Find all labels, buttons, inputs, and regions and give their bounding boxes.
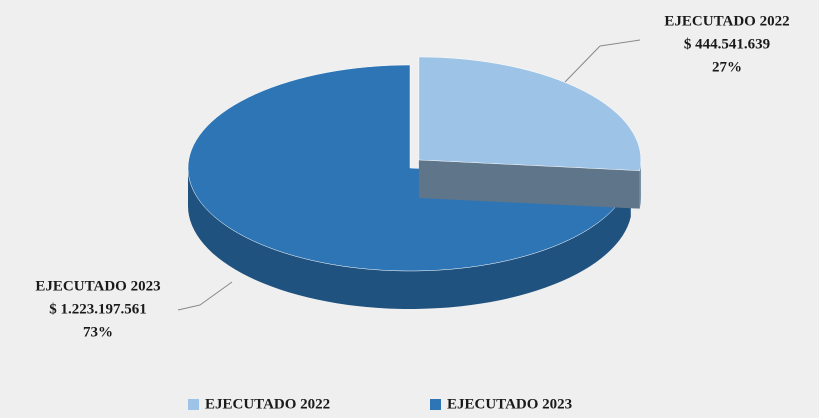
slice-side bbox=[188, 168, 631, 310]
data-label-category: EJECUTADO 2022 bbox=[664, 13, 789, 29]
slice-cut bbox=[418, 159, 640, 209]
legend-label: EJECUTADO 2023 bbox=[447, 396, 572, 412]
data-label-percent: 27% bbox=[712, 59, 742, 75]
data-label-value: $ 444.541.639 bbox=[684, 36, 770, 52]
leader-line bbox=[564, 45, 601, 83]
slice-side bbox=[639, 159, 641, 209]
data-label-value: $ 1.223.197.561 bbox=[49, 301, 147, 317]
slice bbox=[187, 64, 632, 272]
legend-label: EJECUTADO 2022 bbox=[205, 396, 330, 412]
leader-line bbox=[199, 281, 233, 306]
legend-swatch bbox=[430, 399, 441, 410]
slice bbox=[418, 56, 642, 171]
data-label-percent: 73% bbox=[83, 324, 113, 340]
legend-swatch bbox=[188, 399, 199, 410]
leader-line bbox=[177, 304, 201, 311]
data-label-category: EJECUTADO 2023 bbox=[35, 278, 160, 294]
leader-line bbox=[599, 39, 641, 47]
